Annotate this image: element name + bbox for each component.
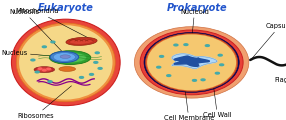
Ellipse shape: [53, 53, 86, 63]
Ellipse shape: [144, 32, 239, 92]
Circle shape: [218, 54, 222, 56]
Circle shape: [215, 72, 219, 74]
Polygon shape: [174, 56, 209, 66]
Ellipse shape: [60, 55, 70, 58]
Ellipse shape: [66, 37, 97, 45]
Ellipse shape: [49, 51, 91, 65]
Text: Capsule: Capsule: [252, 23, 286, 59]
Text: Flagellum: Flagellum: [275, 60, 286, 83]
Ellipse shape: [69, 39, 94, 44]
Circle shape: [201, 79, 205, 81]
Polygon shape: [172, 54, 217, 69]
Ellipse shape: [34, 67, 55, 73]
Circle shape: [94, 62, 98, 63]
Circle shape: [42, 46, 46, 48]
Circle shape: [184, 44, 188, 45]
Text: Nucleus: Nucleus: [1, 50, 52, 56]
Ellipse shape: [11, 19, 120, 106]
Text: Prokaryote: Prokaryote: [167, 3, 228, 13]
Circle shape: [157, 66, 161, 68]
Text: Nucleolis: Nucleolis: [9, 9, 63, 52]
Circle shape: [31, 59, 35, 61]
Ellipse shape: [53, 53, 76, 61]
Ellipse shape: [19, 25, 112, 100]
Circle shape: [47, 68, 50, 70]
Circle shape: [220, 64, 224, 66]
Ellipse shape: [16, 23, 115, 102]
Circle shape: [205, 45, 209, 46]
Ellipse shape: [147, 34, 236, 90]
Circle shape: [43, 69, 46, 71]
Ellipse shape: [37, 67, 52, 72]
Ellipse shape: [140, 30, 243, 95]
Circle shape: [48, 81, 52, 82]
Circle shape: [167, 75, 171, 76]
Circle shape: [95, 52, 99, 54]
Circle shape: [38, 68, 42, 69]
Text: Ribosomes: Ribosomes: [17, 86, 72, 119]
Ellipse shape: [50, 51, 79, 63]
Circle shape: [98, 68, 102, 69]
Circle shape: [51, 41, 55, 43]
Ellipse shape: [134, 27, 249, 98]
Text: Mitochondria: Mitochondria: [15, 8, 92, 40]
Text: Nucleoid: Nucleoid: [180, 9, 209, 55]
Text: Cell Membrane: Cell Membrane: [164, 85, 214, 120]
Circle shape: [35, 71, 39, 73]
Ellipse shape: [146, 33, 238, 91]
Text: Cell Wall: Cell Wall: [203, 83, 232, 118]
Circle shape: [192, 80, 196, 81]
Circle shape: [80, 77, 84, 78]
Ellipse shape: [59, 67, 76, 71]
Text: Eukaryote: Eukaryote: [38, 3, 94, 13]
Circle shape: [160, 56, 164, 57]
Circle shape: [174, 44, 178, 46]
Circle shape: [90, 74, 94, 75]
